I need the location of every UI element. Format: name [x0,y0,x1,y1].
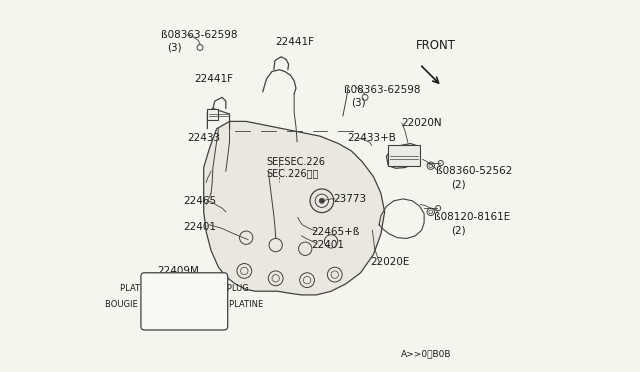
FancyBboxPatch shape [388,145,420,166]
Text: 22409M: 22409M [157,266,200,276]
Text: 22401: 22401 [311,240,344,250]
Text: BOUGIE AVEC EXTREMITE EN PLATINE: BOUGIE AVEC EXTREMITE EN PLATINE [105,301,264,310]
Text: A>>0アB0B: A>>0アB0B [401,350,452,359]
Text: ß08363-62598: ß08363-62598 [344,85,420,95]
Text: 22465: 22465 [184,196,216,206]
Text: ß08363-62598: ß08363-62598 [161,30,237,40]
Circle shape [319,198,324,203]
Text: 22433+B: 22433+B [348,133,397,143]
Text: (2): (2) [451,179,466,189]
Text: ß08120-8161E: ß08120-8161E [435,212,511,222]
Text: 22020N: 22020N [401,118,442,128]
Polygon shape [204,121,385,295]
Text: ß08360-52562: ß08360-52562 [436,166,513,176]
Text: 22433: 22433 [187,133,220,143]
Text: SEESEC.226: SEESEC.226 [266,157,326,167]
Text: 22441F: 22441F [276,37,315,47]
Text: 23773: 23773 [333,194,366,204]
Text: 22465+ß: 22465+ß [311,227,359,237]
Text: PLATINUM TIPPED SPARK PLUG: PLATINUM TIPPED SPARK PLUG [120,284,249,293]
Text: (2): (2) [451,225,466,235]
Text: (3): (3) [167,42,181,52]
FancyBboxPatch shape [141,273,228,330]
Text: FRONT: FRONT [416,39,456,52]
Text: SEC.226呈示: SEC.226呈示 [266,168,319,178]
Text: (3): (3) [351,98,366,108]
Text: 22020E: 22020E [370,257,409,267]
FancyBboxPatch shape [207,109,218,119]
Text: 22401: 22401 [184,222,216,232]
Text: 22441F: 22441F [195,74,234,84]
